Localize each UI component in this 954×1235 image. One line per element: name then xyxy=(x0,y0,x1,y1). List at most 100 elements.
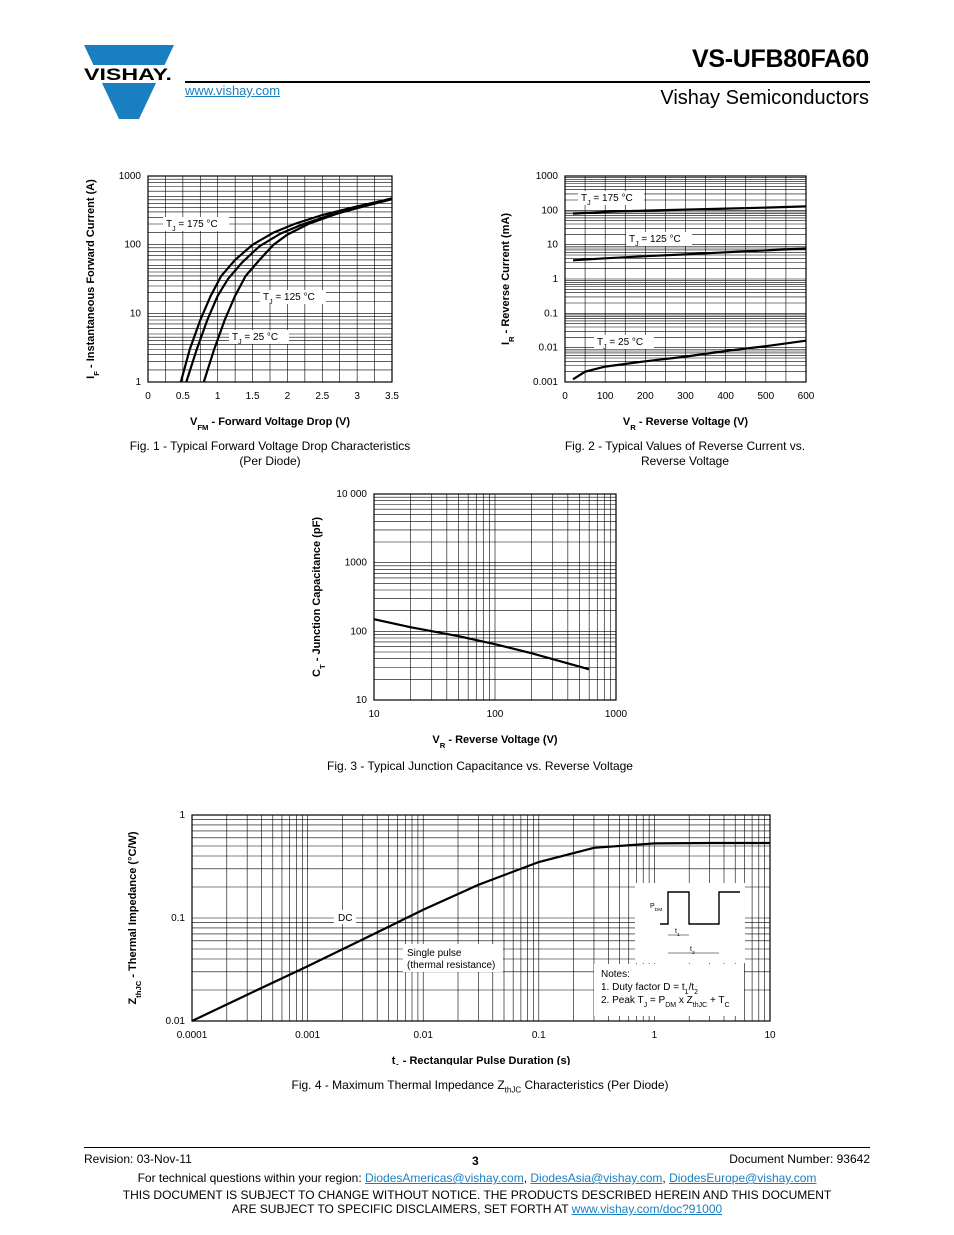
x-tick-label: 1 xyxy=(652,1030,658,1041)
y-tick-label: 100 xyxy=(541,205,558,216)
document-number: Document Number: 93642 xyxy=(729,1152,870,1166)
x-tick-label: 2 xyxy=(285,391,291,402)
notes-title: Notes: xyxy=(601,969,630,980)
y-tick-label: 0.001 xyxy=(533,377,558,388)
single-pulse-sub: (thermal resistance) xyxy=(407,960,495,971)
y-tick-label: 1000 xyxy=(119,171,142,182)
y-tick-label: 10 000 xyxy=(336,489,367,500)
series-label-bg xyxy=(163,217,229,231)
x-tick-label: 0.0001 xyxy=(177,1030,208,1041)
x-tick-label: 600 xyxy=(798,391,815,402)
y-tick-label: 0.01 xyxy=(539,343,559,354)
note-1: 1. Duty factor D = t1/t2 xyxy=(601,982,698,996)
y-axis-title: IF - Instantaneous Forward Current (A) xyxy=(85,179,101,379)
x-axis-title: VR - Reverse Voltage (V) xyxy=(623,416,749,432)
fig1-forward-voltage-chart: 0 0.5 1 1.5 2 2.5 3 3.5 1 10 100 1000 VFM - Forward … xyxy=(85,171,399,432)
series-label-1: TJ = 175 °C xyxy=(581,193,633,207)
x-tick-label: 3.5 xyxy=(385,391,399,402)
x-axis-title: VR - Reverse Voltage (V) xyxy=(432,734,558,750)
fig1-caption: Fig. 1 - Typical Forward Voltage Drop Ch… xyxy=(129,439,411,468)
y-tick-label: 100 xyxy=(124,240,141,251)
fig2-caption: Fig. 2 - Typical Values of Reverse Curre… xyxy=(564,439,806,468)
y-tick-label: 0.01 xyxy=(166,1016,186,1027)
y-tick-label: 0.1 xyxy=(171,913,185,924)
header-rule xyxy=(185,81,870,83)
series-line-2 xyxy=(572,247,807,262)
x-axis-title: t1 - Rectangular Pulse Duration (s) xyxy=(392,1055,571,1065)
y-axis-title: ZthJC - Thermal Impedance (°C/W) xyxy=(127,831,143,1004)
y-tick-label: 10 xyxy=(356,695,368,706)
series-label-bg xyxy=(229,330,289,344)
x-tick-label: 0 xyxy=(145,391,151,402)
x-tick-label: 1000 xyxy=(605,709,628,720)
series-line-3 xyxy=(202,197,393,383)
y-tick-label: 0.1 xyxy=(544,308,558,319)
x-tick-label: 100 xyxy=(597,391,614,402)
revision: Revision: 03-Nov-11 xyxy=(84,1152,192,1166)
disclaimer-link[interactable]: www.vishay.com/doc?91000 xyxy=(571,1202,723,1216)
x-tick-label: 10 xyxy=(368,709,380,720)
dc-label-bg xyxy=(334,910,356,924)
x-tick-label: 400 xyxy=(717,391,734,402)
series-line-1 xyxy=(179,197,393,383)
series-label-bg xyxy=(594,335,654,349)
x-tick-label: 1.5 xyxy=(246,391,260,402)
fig2-reverse-current-chart: 0 100 200 300 400 500 600 0.001 0.01 0.1 1 10 100 100… xyxy=(500,171,815,432)
fig3-capacitance-chart: 10 100 1000 10 100 1000 10 000 VR - Reverse Vol… xyxy=(311,489,628,750)
website-link[interactable]: www.vishay.com xyxy=(185,83,281,98)
y-tick-label: 1 xyxy=(135,377,141,388)
plot-frame xyxy=(373,493,617,701)
x-tick-label: 10 xyxy=(764,1030,776,1041)
series-label-3: TJ = 25 °C xyxy=(597,337,643,351)
series-label-bg xyxy=(260,290,326,304)
series-label-3: TJ = 25 °C xyxy=(232,332,278,346)
series-line-1 xyxy=(572,205,807,215)
tech-questions: For technical questions within your regi… xyxy=(137,1171,817,1185)
series-label-2: TJ = 125 °C xyxy=(263,292,315,306)
y-tick-label: 10 xyxy=(130,308,142,319)
series-line-1 xyxy=(373,618,590,671)
fig4-thermal-impedance-chart: 0.0001 0.001 0.01 0.1 1 10 0.01 0.1 1 t1 - Rectan… xyxy=(127,810,776,1065)
single-pulse-label: Single pulse xyxy=(407,948,462,959)
x-tick-label: 0.5 xyxy=(176,391,190,402)
x-tick-label: 2.5 xyxy=(315,391,329,402)
note-2: 2. Peak TJ = PDM x ZthJC + TC xyxy=(601,995,730,1009)
fig4-caption: Fig. 4 - Maximum Thermal Impedance ZthJC… xyxy=(291,1078,669,1095)
division-name: Vishay Semiconductors xyxy=(660,87,869,109)
y-axis-title: CT - Junction Capacitance (pF) xyxy=(311,517,327,677)
y-tick-label: 10 xyxy=(547,240,559,251)
x-tick-label: 3 xyxy=(354,391,360,402)
plot-frame xyxy=(564,175,807,383)
x-tick-label: 0.01 xyxy=(413,1030,433,1041)
email-asia-link[interactable]: DiodesAsia@vishay.com xyxy=(530,1171,663,1185)
x-tick-label: 0 xyxy=(562,391,568,402)
chart-grid xyxy=(373,494,616,701)
y-tick-label: 100 xyxy=(350,626,367,637)
pulse-waveform xyxy=(660,891,740,925)
vishay-logo: VISHAY. xyxy=(84,45,174,119)
dc-label: DC xyxy=(338,913,352,924)
t2-label: t2 xyxy=(690,946,695,956)
x-tick-label: 500 xyxy=(757,391,774,402)
pdm-label: PDM xyxy=(650,903,662,913)
series-line-3 xyxy=(572,339,807,381)
plot-frame xyxy=(147,175,393,383)
email-europe-link[interactable]: DiodesEurope@vishay.com xyxy=(669,1171,817,1185)
notes-box xyxy=(594,964,744,1016)
y-tick-label: 1000 xyxy=(536,171,559,182)
x-tick-label: 0.001 xyxy=(295,1030,320,1041)
series-line-1 xyxy=(191,841,770,1022)
series-label-1: TJ = 175 °C xyxy=(166,219,218,233)
part-number: VS-UFB80FA60 xyxy=(691,45,869,73)
x-tick-label: 200 xyxy=(637,391,654,402)
x-tick-label: 300 xyxy=(677,391,694,402)
x-tick-label: 1 xyxy=(215,391,221,402)
email-americas-link[interactable]: DiodesAmericas@vishay.com xyxy=(365,1171,524,1185)
fig3-caption: Fig. 3 - Typical Junction Capacitance vs… xyxy=(327,759,633,773)
series-label-bg xyxy=(626,232,692,246)
plot-frame xyxy=(191,814,771,1022)
logo-text: VISHAY. xyxy=(84,65,172,84)
series-label-2: TJ = 125 °C xyxy=(629,234,681,248)
y-tick-label: 1000 xyxy=(345,558,368,569)
y-tick-label: 1 xyxy=(179,810,185,821)
